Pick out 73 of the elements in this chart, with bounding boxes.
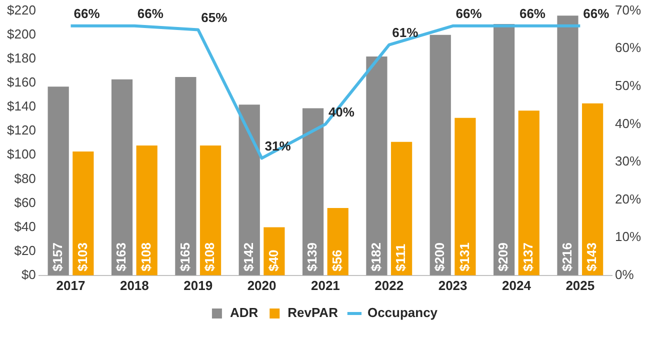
x-tick-label: 2019 bbox=[184, 278, 213, 293]
y-tick-label: $60 bbox=[14, 194, 36, 210]
x-tick-label: 2018 bbox=[120, 278, 149, 293]
x-tick-label: 2017 bbox=[56, 278, 86, 293]
data-label: $165 bbox=[177, 242, 192, 272]
data-label: $157 bbox=[50, 242, 65, 272]
y2-tick-label: 40% bbox=[614, 116, 642, 131]
bar bbox=[302, 108, 324, 276]
data-label: $182 bbox=[368, 242, 384, 272]
y2-tick-label: 0% bbox=[614, 266, 634, 282]
bar bbox=[366, 56, 388, 276]
bar bbox=[518, 110, 540, 276]
y-tick-label: $180 bbox=[7, 50, 36, 66]
data-label: 66% bbox=[74, 6, 100, 21]
x-tick-label: 2020 bbox=[247, 278, 276, 293]
data-label: $103 bbox=[74, 242, 90, 272]
data-label: $108 bbox=[138, 242, 154, 272]
data-label: $163 bbox=[114, 242, 129, 272]
y2-tick-label: 70% bbox=[614, 2, 642, 18]
data-label: $216 bbox=[559, 242, 574, 272]
bar bbox=[72, 152, 94, 276]
bar bbox=[238, 104, 260, 276]
y-tick-label: $80 bbox=[14, 170, 36, 186]
y-tick-label: $220 bbox=[7, 2, 36, 18]
x-tick-label: 2023 bbox=[438, 278, 468, 293]
y-tick-label: $140 bbox=[7, 98, 36, 114]
data-label: $111 bbox=[393, 244, 408, 272]
data-label: 66% bbox=[137, 6, 164, 21]
data-label: 65% bbox=[201, 10, 228, 25]
bar bbox=[557, 16, 578, 276]
x-tick-label: 2024 bbox=[502, 278, 532, 293]
bar bbox=[582, 103, 604, 276]
y2-tick-label: 60% bbox=[614, 40, 642, 56]
y-tick-label: $40 bbox=[14, 218, 36, 234]
y-tick-label: $120 bbox=[7, 122, 36, 138]
data-label: 61% bbox=[392, 24, 419, 40]
data-label: $108 bbox=[202, 242, 218, 272]
bar bbox=[175, 76, 196, 276]
bar bbox=[454, 118, 476, 276]
bar bbox=[200, 146, 222, 276]
data-label: $131 bbox=[456, 242, 472, 272]
data-label: $40 bbox=[266, 250, 281, 272]
bar bbox=[136, 146, 158, 276]
data-label: $142 bbox=[240, 242, 256, 272]
data-label: $209 bbox=[496, 242, 511, 272]
data-label: $56 bbox=[329, 250, 344, 272]
bar bbox=[48, 86, 69, 276]
y2-tick-label: 30% bbox=[614, 154, 642, 169]
data-label: $137 bbox=[520, 242, 536, 272]
x-tick-label: 2022 bbox=[374, 278, 404, 293]
bar bbox=[494, 24, 515, 276]
bar bbox=[430, 34, 451, 276]
data-label: 66% bbox=[583, 6, 610, 21]
data-label: $143 bbox=[584, 242, 600, 272]
data-label: $200 bbox=[432, 242, 447, 272]
legend-label: RevPAR bbox=[288, 305, 339, 320]
y-tick-label: $0 bbox=[21, 266, 36, 282]
data-label: 66% bbox=[519, 6, 546, 21]
y2-tick-label: 10% bbox=[614, 229, 642, 244]
y2-tick-label: 50% bbox=[614, 78, 642, 93]
y2-tick-label: 20% bbox=[614, 191, 642, 206]
y-tick-label: $20 bbox=[14, 242, 36, 258]
bar bbox=[390, 142, 412, 276]
data-label: 66% bbox=[456, 6, 482, 21]
bar bbox=[111, 79, 133, 276]
x-tick-label: 2021 bbox=[310, 278, 340, 293]
y-tick-label: $100 bbox=[7, 146, 36, 162]
y-tick-label: $160 bbox=[7, 74, 36, 90]
legend-label: ADR bbox=[230, 305, 259, 320]
legend-label: Occupancy bbox=[367, 305, 438, 320]
x-tick-label: 2025 bbox=[566, 278, 595, 293]
data-label: $139 bbox=[304, 242, 320, 272]
y-tick-label: $200 bbox=[7, 26, 36, 42]
